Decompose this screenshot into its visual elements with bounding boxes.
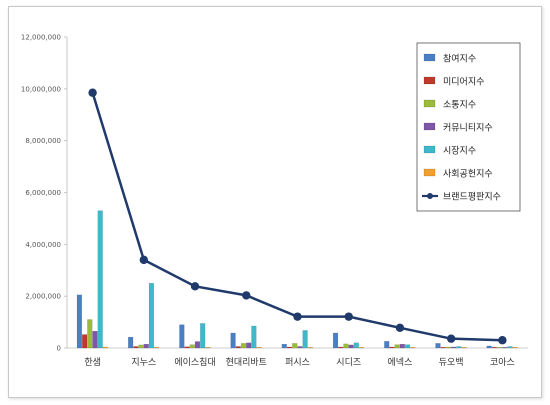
bar-참여지수 bbox=[281, 343, 287, 349]
y-tick-label: 8,000,000 bbox=[25, 137, 61, 145]
line-point bbox=[498, 336, 507, 345]
x-tick-label: 코아스 bbox=[490, 357, 515, 368]
x-tick-label: 퍼시스 bbox=[285, 357, 310, 368]
bar-커뮤니티지수 bbox=[194, 341, 201, 349]
x-tick-label: 시디즈 bbox=[336, 357, 361, 368]
legend-marker bbox=[427, 193, 433, 199]
bar-시장지수 bbox=[456, 346, 462, 349]
line-point bbox=[88, 88, 97, 97]
y-tick-label: 4,000,000 bbox=[25, 241, 61, 249]
legend-swatch bbox=[423, 122, 436, 131]
bar-미디어지수 bbox=[82, 334, 88, 349]
bar-커뮤니티지수 bbox=[143, 343, 149, 349]
bar-커뮤니티지수 bbox=[348, 344, 354, 349]
bar-참여지수 bbox=[128, 336, 134, 349]
y-tick-label: 10,000,000 bbox=[21, 85, 61, 93]
bar-series bbox=[76, 210, 518, 349]
bar-미디어지수 bbox=[184, 346, 190, 349]
bar-미디어지수 bbox=[389, 346, 395, 349]
bar-사회공헌지수 bbox=[410, 347, 416, 349]
bar-커뮤니티지수 bbox=[297, 346, 303, 349]
bar-소통지수 bbox=[343, 343, 349, 349]
x-tick-label: 에넥스 bbox=[388, 357, 413, 368]
bar-참여지수 bbox=[76, 294, 82, 349]
x-axis: 한샘 지누스 에이스침대 현대리바트 퍼시스 시디즈 에넥스 듀오백 코아스 bbox=[67, 347, 528, 368]
legend-label: 시장지수 bbox=[443, 146, 476, 157]
bar-참여지수 bbox=[435, 343, 441, 349]
legend-swatch bbox=[423, 53, 436, 62]
bar-커뮤니티지수 bbox=[246, 342, 252, 349]
bar-시장지수 bbox=[404, 344, 411, 349]
bar-소통지수 bbox=[497, 347, 503, 349]
bar-사회공헌지수 bbox=[512, 347, 518, 349]
y-tick-label: 12,000,000 bbox=[21, 34, 61, 42]
bar-미디어지수 bbox=[491, 347, 497, 349]
bar-사회공헌지수 bbox=[358, 347, 365, 349]
y-axis: 0 2,000,000 4,000,000 6,000,000 8,000,000 10,… bbox=[21, 34, 68, 353]
bar-커뮤니티지수 bbox=[502, 347, 508, 349]
x-tick-label: 듀오백 bbox=[439, 357, 464, 368]
line-point bbox=[190, 282, 200, 291]
legend-swatch bbox=[423, 145, 436, 154]
bar-사회공헌지수 bbox=[102, 346, 108, 349]
bar-시장지수 bbox=[302, 330, 308, 349]
legend-label: 소통지수 bbox=[443, 100, 476, 111]
bar-시장지수 bbox=[507, 346, 513, 349]
legend-swatch bbox=[423, 76, 436, 85]
bar-사회공헌지수 bbox=[205, 347, 211, 349]
bar-소통지수 bbox=[138, 344, 144, 349]
legend-label: 사회공헌지수 bbox=[443, 169, 493, 180]
line-point bbox=[446, 334, 456, 343]
line-point bbox=[139, 255, 149, 265]
bar-소통지수 bbox=[394, 344, 400, 349]
bar-사회공헌지수 bbox=[461, 347, 467, 349]
bar-시장지수 bbox=[353, 342, 359, 349]
bar-참여지수 bbox=[486, 345, 492, 349]
bar-커뮤니티지수 bbox=[451, 346, 457, 349]
x-tick-label: 현대리바트 bbox=[226, 357, 267, 368]
bar-커뮤니티지수 bbox=[92, 331, 98, 349]
bar-참여지수 bbox=[332, 332, 339, 349]
bar-참여지수 bbox=[384, 341, 390, 349]
bar-시장지수 bbox=[251, 325, 257, 349]
bar-미디어지수 bbox=[338, 346, 344, 349]
x-tick-label: 한샘 bbox=[84, 357, 101, 368]
bar-시장지수 bbox=[148, 283, 154, 349]
legend-swatch bbox=[423, 168, 436, 177]
bar-참여지수 bbox=[179, 324, 185, 349]
bar-소통지수 bbox=[445, 346, 451, 349]
bar-참여지수 bbox=[230, 332, 236, 349]
bar-미디어지수 bbox=[440, 347, 446, 349]
line-point bbox=[344, 312, 353, 321]
line-series bbox=[88, 88, 507, 345]
bar-소통지수 bbox=[292, 343, 298, 349]
y-tick-label: 6,000,000 bbox=[25, 189, 61, 197]
line-point bbox=[395, 323, 405, 332]
bar-사회공헌지수 bbox=[154, 347, 160, 349]
legend-label: 참여지수 bbox=[443, 53, 476, 65]
line-point bbox=[242, 291, 251, 300]
y-tick-label: 2,000,000 bbox=[25, 293, 61, 301]
bar-사회공헌지수 bbox=[307, 347, 313, 349]
legend-label: 미디어지수 bbox=[443, 77, 484, 88]
bar-시장지수 bbox=[200, 323, 206, 349]
legend-label: 브랜드평판지수 bbox=[443, 192, 501, 203]
bar-커뮤니티지수 bbox=[399, 343, 405, 349]
legend-label: 커뮤니티지수 bbox=[443, 123, 493, 134]
bar-미디어지수 bbox=[235, 346, 241, 349]
bar-시장지수 bbox=[97, 210, 103, 349]
bar-미디어지수 bbox=[133, 346, 139, 349]
legend-swatch bbox=[423, 99, 436, 108]
bar-소통지수 bbox=[189, 344, 195, 349]
bar-미디어지수 bbox=[286, 346, 293, 349]
x-tick-label: 에이스침대 bbox=[174, 357, 215, 368]
bar-소통지수 bbox=[240, 343, 247, 349]
bar-소통지수 bbox=[87, 319, 93, 349]
line-point bbox=[293, 312, 302, 321]
y-tick-label: 0 bbox=[57, 345, 61, 353]
x-tick-label: 지누스 bbox=[131, 357, 156, 368]
bar-사회공헌지수 bbox=[256, 347, 262, 349]
